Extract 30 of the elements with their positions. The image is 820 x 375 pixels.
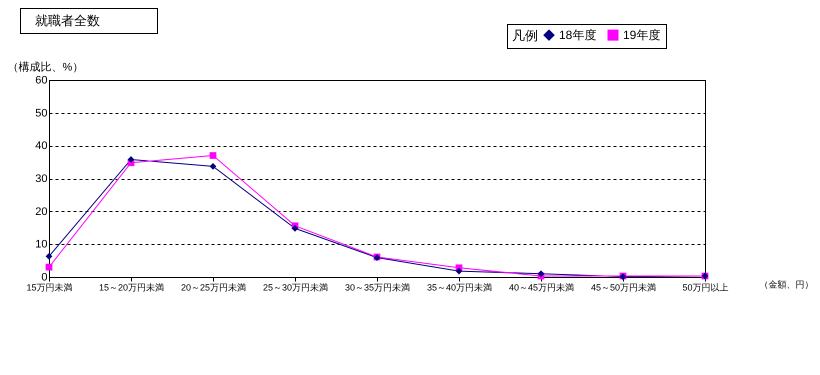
y-tick-label: 30 [35,173,48,185]
y-tick-label: 20 [35,206,48,218]
y-tick-label: 50 [35,107,48,120]
x-tick-label: 15万円未満 [26,282,73,292]
legend-label: 18年度 [559,28,596,42]
x-tick-label: 25～30万円未満 [262,282,328,292]
point [210,152,216,159]
point [46,264,52,271]
legend-label: 19年度 [623,28,660,42]
y-tick-label: 40 [35,140,48,152]
x-tick-label: 35～40万円未満 [426,282,492,292]
x-tick-label: 40～45万円未満 [508,282,574,292]
x-tick-label: 20～25万円未満 [180,282,246,292]
point [292,225,298,232]
chart-title: 就職者全数 [20,8,158,34]
y-axis-title: （構成比、%） [8,60,84,74]
point [538,270,544,278]
point [128,156,134,163]
point [46,252,52,260]
y-tick-label: 0 [41,272,48,284]
point [456,268,462,274]
legend-title: 凡例 [512,28,538,43]
x-tick-label: 50万円以上 [682,282,729,292]
x-tick-label: 30～35万円未満 [344,282,410,292]
point [210,163,216,170]
x-tick-label: 15～20万円未満 [98,282,164,292]
x-tick-label: 45～50万円未満 [590,282,656,292]
y-tick-label: 60 [35,74,48,86]
x-axis-title: （金額、円） [760,280,814,290]
y-tick-label: 10 [35,238,48,251]
